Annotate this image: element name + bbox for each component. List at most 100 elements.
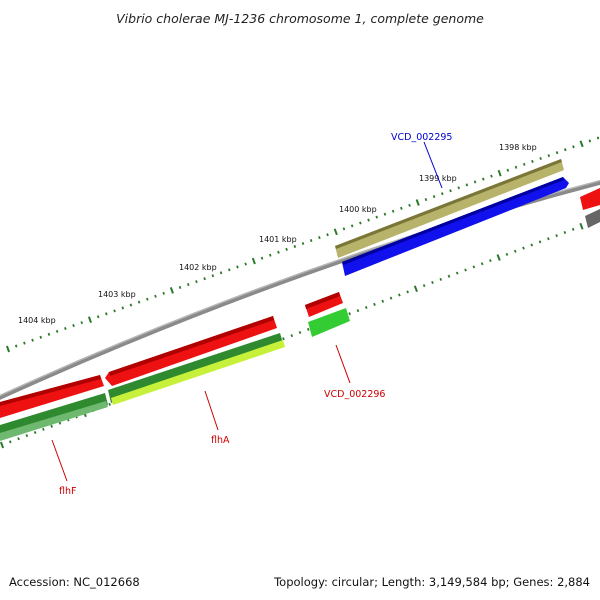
scale-minor-tick	[563, 148, 567, 152]
scale-minor-tick	[23, 341, 26, 345]
scale-minor-tick	[55, 329, 59, 333]
scale-minor-tick	[178, 285, 182, 290]
gene-feature-vcd-002296-green[interactable]	[308, 308, 350, 337]
scale-minor-tick	[293, 244, 297, 248]
scale-minor-tick	[31, 338, 34, 342]
scale-minor-tick	[203, 277, 206, 281]
gene-feature-vcd-002295-outer[interactable]	[335, 159, 564, 258]
scale-major-tick	[579, 140, 584, 148]
scale-major-tick	[413, 285, 418, 293]
gene-feature-right-gray[interactable]	[585, 209, 600, 228]
scale-minor-tick	[489, 259, 492, 263]
scale-minor-tick	[42, 427, 45, 431]
scale-minor-tick	[108, 402, 111, 406]
scale-minor-tick	[47, 332, 51, 336]
accession-text: Accession: NC_012668	[9, 575, 140, 589]
gene-label-flha[interactable]: flhA	[211, 435, 230, 446]
scale-minor-tick	[39, 335, 43, 339]
gene-label-vcd-002295[interactable]: VCD_002295	[391, 132, 452, 143]
tick-label-1398: 1398 kbp	[499, 143, 537, 152]
scale-minor-tick	[277, 250, 280, 254]
scale-minor-tick	[555, 151, 559, 155]
scale-minor-tick	[14, 344, 18, 348]
scale-minor-tick	[318, 236, 321, 240]
scale-minor-tick	[290, 334, 294, 338]
scale-minor-tick	[455, 271, 459, 275]
scale-minor-tick	[121, 306, 125, 310]
scale-major-tick	[497, 169, 502, 177]
scale-major-tick	[169, 287, 174, 294]
scale-minor-tick	[244, 262, 247, 266]
scale-minor-tick	[441, 192, 444, 196]
scale-minor-tick	[268, 253, 272, 257]
scale-minor-tick	[211, 274, 215, 278]
gene-feature-flhf-green-light	[0, 401, 108, 441]
gene-feature-flhf[interactable]	[0, 375, 104, 418]
scale-minor-tick	[359, 221, 362, 225]
scale-minor-tick	[406, 290, 409, 294]
scale-minor-tick	[530, 243, 534, 247]
chromosome-backbone-highlight	[0, 179, 600, 397]
scale-minor-tick	[105, 312, 108, 316]
chromosome-backbone	[0, 180, 600, 400]
scale-minor-tick	[383, 212, 387, 216]
outer-scale-dots	[5, 136, 600, 353]
scale-minor-tick	[490, 174, 493, 178]
scale-minor-tick	[555, 234, 558, 238]
scale-minor-tick	[473, 180, 477, 184]
scale-minor-tick	[367, 218, 370, 222]
scale-major-tick	[251, 257, 256, 265]
scale-minor-tick	[480, 262, 484, 266]
scale-minor-tick	[514, 165, 518, 169]
gene-feature-right-red[interactable]	[580, 188, 600, 210]
scale-minor-tick	[219, 271, 223, 275]
scale-minor-tick	[571, 227, 575, 231]
scale-minor-tick	[547, 154, 551, 158]
scale-major-tick	[87, 316, 92, 324]
genome-summary-text: Topology: circular; Length: 3,149,584 bp…	[273, 575, 590, 589]
scale-minor-tick	[572, 145, 575, 149]
scale-minor-tick	[457, 186, 460, 190]
gene-feature-flha-edge	[109, 316, 274, 376]
scale-minor-tick	[400, 206, 403, 210]
scale-minor-tick	[522, 162, 526, 166]
scale-minor-tick	[236, 265, 239, 269]
scale-major-tick	[333, 228, 338, 236]
scale-minor-tick	[513, 249, 517, 253]
gene-label-flhf[interactable]: flhF	[59, 486, 76, 497]
scale-minor-tick	[381, 299, 385, 303]
inner-scale-dots	[0, 218, 600, 449]
scale-minor-tick	[373, 302, 376, 306]
scale-minor-tick	[326, 233, 329, 237]
map-title: Vibrio cholerae MJ-1236 chromosome 1, co…	[116, 11, 484, 26]
scale-minor-tick	[227, 268, 231, 272]
tick-label-1400: 1400 kbp	[339, 205, 377, 214]
gene-feature-vcd-002296-edge	[305, 292, 340, 309]
scale-minor-tick	[539, 156, 542, 161]
scale-minor-tick	[25, 434, 29, 438]
scale-minor-tick	[389, 296, 393, 300]
leader-line-vcd-002296	[335, 344, 351, 384]
gene-label-vcd-002296[interactable]: VCD_002296	[324, 389, 385, 400]
tick-label-1404: 1404 kbp	[18, 316, 56, 325]
scale-minor-tick	[64, 326, 67, 331]
scale-minor-tick	[408, 203, 411, 207]
gene-feature-flha-yellowgreen[interactable]	[111, 340, 285, 405]
scale-minor-tick	[260, 256, 264, 260]
gene-feature-vcd-002295[interactable]	[342, 177, 569, 276]
scale-minor-tick	[447, 274, 451, 278]
scale-minor-tick	[505, 252, 509, 256]
tick-label-1403: 1403 kbp	[98, 290, 136, 299]
scale-minor-tick	[464, 268, 467, 272]
scale-minor-tick	[113, 309, 116, 313]
scale-major-tick	[579, 222, 584, 230]
scale-minor-tick	[424, 197, 428, 202]
scale-minor-tick	[186, 282, 190, 287]
scale-minor-tick	[391, 209, 395, 213]
scale-minor-tick	[17, 437, 20, 441]
scale-minor-tick	[50, 424, 53, 428]
gene-feature-vcd-002295-outer-edge	[335, 159, 562, 249]
scale-minor-tick	[154, 294, 157, 298]
scale-minor-tick	[563, 230, 567, 235]
scale-minor-tick	[398, 293, 401, 297]
